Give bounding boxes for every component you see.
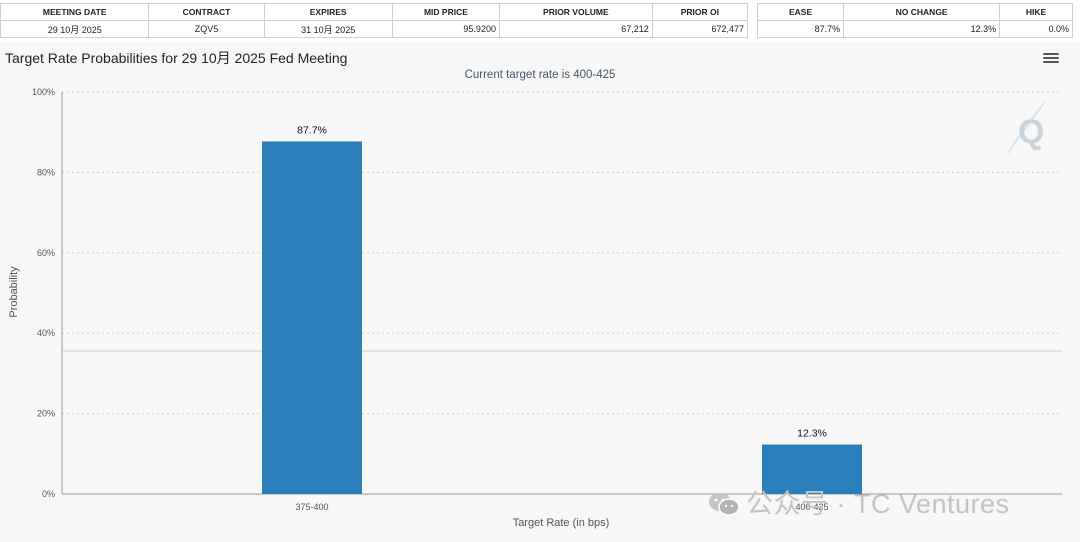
chart-subtitle: Current target rate is 400-425 — [464, 69, 616, 81]
data-label: 87.7% — [297, 124, 327, 136]
bar-375-400[interactable] — [262, 141, 362, 495]
chart-title: Target Rate Probabilities for 29 10月 202… — [5, 50, 348, 66]
cell-hike: 0.0% — [999, 20, 1073, 38]
y-axis-title: Probability — [8, 266, 20, 318]
x-tick-label: 375-400 — [295, 502, 328, 512]
y-tick-label: 100% — [32, 87, 55, 97]
y-tick-label: 40% — [37, 328, 55, 338]
table-row: 29 10月 2025 ZQV5 31 10月 2025 95.9200 67,… — [0, 20, 749, 38]
svg-text:Q: Q — [1018, 113, 1044, 151]
cell-expires: 31 10月 2025 — [263, 20, 393, 38]
cell-prior-volume: 67,212 — [498, 20, 653, 38]
data-label: 12.3% — [797, 428, 827, 440]
cell-mid-price: 95.9200 — [391, 20, 500, 38]
cell-prior-oi: 672,477 — [651, 20, 749, 38]
wechat-icon — [709, 493, 740, 516]
watermark-text: 公众号 · TC Ventures — [746, 489, 1010, 519]
cell-ease: 87.7% — [756, 20, 845, 38]
x-tick-label: 400-425 — [795, 502, 828, 512]
chart-panel — [0, 42, 1080, 542]
y-tick-label: 80% — [37, 167, 55, 177]
y-tick-label: 0% — [42, 489, 55, 499]
contract-table: MEETING DATE CONTRACT EXPIRES MID PRICE … — [0, 3, 749, 38]
cell-no-change: 12.3% — [843, 20, 1001, 38]
y-tick-label: 20% — [37, 409, 55, 419]
table-row: 87.7% 12.3% 0.0% — [756, 20, 1073, 38]
y-tick-label: 60% — [37, 248, 55, 258]
x-axis-title: Target Rate (in bps) — [513, 517, 610, 529]
cme-q-logo-icon: Q — [1007, 102, 1045, 154]
bar-400-425[interactable] — [762, 444, 862, 494]
cell-meeting-date: 29 10月 2025 — [0, 20, 150, 38]
probability-table: EASE NO CHANGE HIKE 87.7% 12.3% 0.0% — [756, 3, 1073, 38]
watermark: 公众号 · TC Ventures — [708, 482, 1010, 521]
hamburger-menu-icon[interactable] — [1043, 51, 1059, 65]
